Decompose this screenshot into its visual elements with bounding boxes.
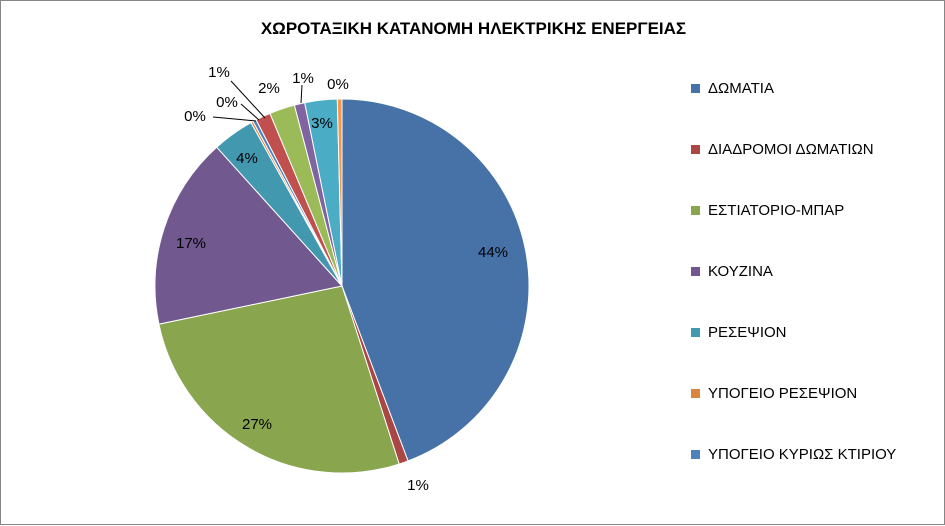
legend-label: ΚΟΥΖΙΝΑ bbox=[708, 262, 773, 280]
data-label: 3% bbox=[311, 115, 333, 132]
pie-slice bbox=[154, 146, 343, 325]
legend-item: ΚΟΥΖΙΝΑ bbox=[691, 260, 773, 282]
legend-label: ΡΕΣΕΨΙΟΝ bbox=[708, 323, 787, 341]
data-label: 44% bbox=[478, 244, 508, 261]
data-label: 2% bbox=[258, 80, 280, 97]
data-label: 0% bbox=[184, 108, 206, 125]
legend-label: ΥΠΟΓΕΙΟ ΚΥΡΙΩΣ ΚΤΙΡΙΟΥ bbox=[708, 445, 897, 463]
data-label: 1% bbox=[407, 477, 429, 494]
legend-swatch bbox=[691, 205, 700, 215]
chart-title: ΧΩΡΟΤΑΞΙΚΗ ΚΑΤΑΝΟΜΗ ΗΛΕΚΤΡΙΚΗΣ ΕΝΕΡΓΕΙΑΣ bbox=[260, 19, 687, 38]
data-label: 17% bbox=[176, 235, 206, 252]
legend-item: ΔΙΑΔΡΟΜΟΙ ΔΩΜΑΤΙΩΝ bbox=[691, 138, 874, 160]
legend-swatch bbox=[691, 144, 700, 154]
legend-label: ΕΣΤΙΑΤΟΡΙΟ-ΜΠΑΡ bbox=[708, 201, 845, 219]
leader-line bbox=[300, 84, 303, 104]
pie-slice bbox=[341, 98, 530, 462]
data-label: 0% bbox=[216, 94, 238, 111]
legend-item: ΔΩΜΑΤΙΑ bbox=[691, 77, 774, 99]
legend-swatch bbox=[691, 327, 700, 337]
data-label: 4% bbox=[236, 150, 258, 167]
legend-item: ΕΣΤΙΑΤΟΡΙΟ-ΜΠΑΡ bbox=[691, 199, 844, 221]
legend-label: ΔΩΜΑΤΙΑ bbox=[708, 79, 774, 97]
legend-item: ΡΕΣΕΨΙΟΝ bbox=[691, 321, 787, 343]
leader-line bbox=[230, 80, 266, 119]
legend-item: ΥΠΟΓΕΙΟ ΡΕΣΕΨΙΟΝ bbox=[691, 382, 857, 404]
pie-slice bbox=[336, 98, 343, 287]
legend-label: ΔΙΑΔΡΟΜΟΙ ΔΩΜΑΤΙΩΝ bbox=[708, 140, 874, 158]
data-label: 1% bbox=[208, 64, 230, 81]
legend-swatch bbox=[691, 388, 700, 398]
data-label: 1% bbox=[292, 70, 314, 87]
legend-item: ΥΠΟΓΕΙΟ ΚΥΡΙΩΣ ΚΤΙΡΙΟΥ bbox=[691, 443, 896, 465]
data-label: 0% bbox=[327, 76, 349, 93]
legend-swatch bbox=[691, 83, 700, 93]
legend-label: ΥΠΟΓΕΙΟ ΡΕΣΕΨΙΟΝ bbox=[708, 384, 858, 402]
data-label: 27% bbox=[242, 416, 272, 433]
leader-line bbox=[240, 103, 260, 121]
legend-swatch bbox=[691, 449, 700, 459]
pie-slice bbox=[158, 285, 400, 474]
leader-line bbox=[212, 116, 257, 122]
legend-swatch bbox=[691, 266, 700, 276]
